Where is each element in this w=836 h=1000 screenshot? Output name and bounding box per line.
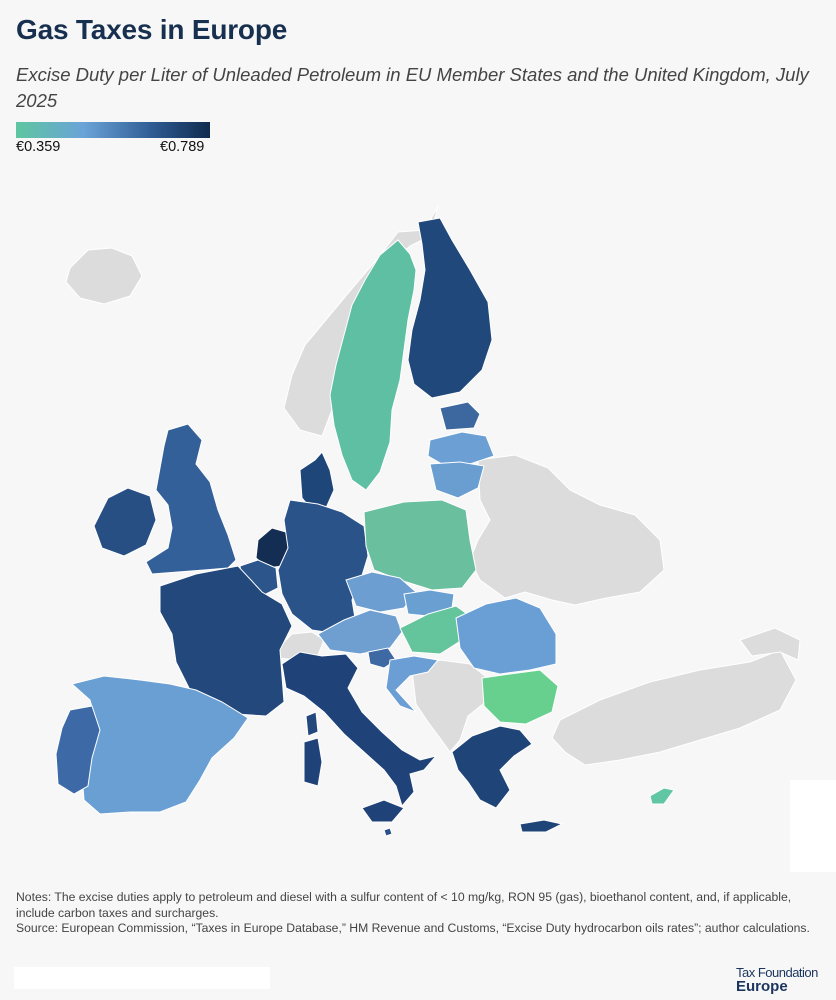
region-lithuania[interactable]	[429, 461, 485, 499]
source-text: Source: European Commission, “Taxes in E…	[16, 921, 810, 935]
no-data-regions	[65, 205, 801, 766]
region-poland[interactable]	[363, 499, 477, 591]
region-crete[interactable]	[519, 819, 564, 833]
notes-text: Notes: The excise duties apply to petrol…	[16, 890, 792, 920]
region-italy[interactable]	[281, 651, 438, 808]
region-iceland[interactable]	[65, 247, 143, 305]
region-turkey[interactable]	[551, 649, 797, 766]
region-balkans[interactable]	[411, 659, 491, 753]
region-portugal[interactable]	[55, 705, 101, 795]
blank-panel-right	[790, 780, 836, 872]
blank-panel-bottom	[14, 967, 270, 989]
region-germany[interactable]	[277, 499, 369, 635]
notes-block: Notes: The excise duties apply to petrol…	[16, 890, 826, 937]
tax-foundation-logo: Tax Foundation Europe	[736, 965, 836, 995]
region-ireland[interactable]	[93, 487, 157, 557]
color-scale-legend	[16, 122, 210, 138]
region-romania[interactable]	[455, 597, 557, 675]
region-sweden[interactable]	[329, 239, 417, 491]
region-sardinia[interactable]	[303, 737, 323, 787]
region-sicily[interactable]	[361, 799, 405, 823]
region-latvia[interactable]	[427, 431, 495, 465]
region-croatia[interactable]	[385, 655, 439, 713]
logo-line-1: Tax Foundation	[736, 965, 818, 980]
page-subtitle: Excise Duty per Liter of Unleaded Petrol…	[16, 64, 809, 111]
legend-max-label: €0.789	[160, 139, 205, 155]
region-estonia[interactable]	[439, 401, 481, 431]
region-france[interactable]	[159, 565, 293, 717]
region-eastern-europe[interactable]	[469, 454, 665, 606]
region-cyprus[interactable]	[649, 787, 675, 805]
region-caucasus[interactable]	[739, 627, 801, 661]
region-bulgaria[interactable]	[481, 669, 559, 725]
logo-line-2: Europe	[736, 978, 788, 995]
region-malta[interactable]	[383, 827, 393, 837]
region-greece[interactable]	[451, 725, 533, 809]
region-united-kingdom[interactable]	[145, 423, 237, 575]
eu-uk-regions	[55, 217, 675, 837]
legend-min-label: €0.359	[16, 139, 61, 155]
region-switzerland[interactable]	[277, 631, 325, 661]
region-corsica[interactable]	[305, 711, 319, 737]
page-title: Gas Taxes in Europe	[16, 14, 288, 45]
europe-map	[55, 205, 801, 837]
region-denmark[interactable]	[299, 451, 335, 511]
region-finland[interactable]	[407, 217, 493, 399]
